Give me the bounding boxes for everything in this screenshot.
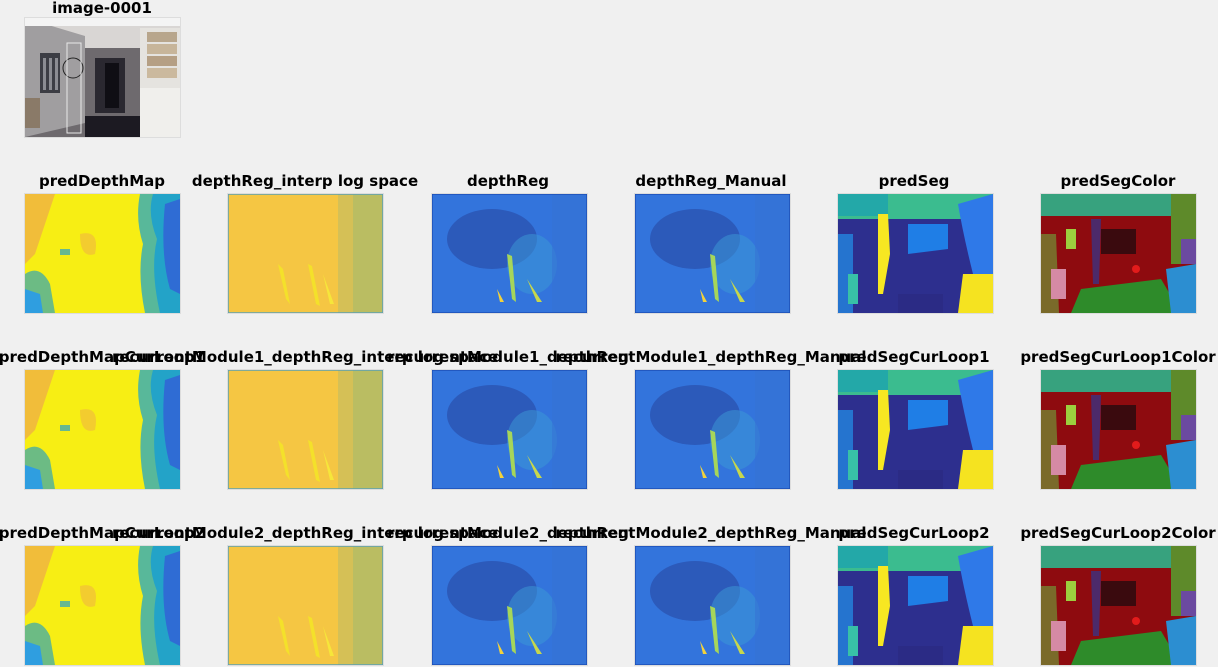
panel-image-predSegCurLoop1Color <box>1040 369 1197 490</box>
panel-title-predSegCurLoop1Color: predSegCurLoop1Color <box>1020 348 1216 366</box>
panel-title-predSegCurLoop2: predSegCurLoop2 <box>838 524 990 542</box>
panel-title-predSegCurLoop2Color: predSegCurLoop2Color <box>1020 524 1216 542</box>
panel-image-depthReg_interp <box>227 193 384 314</box>
panel-graphic-depthReg_interp <box>228 194 383 313</box>
panel-image-recurrentModule1_depthReg_Manual <box>634 369 791 490</box>
panel-title-depthReg_Manual: depthReg_Manual <box>635 172 787 190</box>
panel-image-predSegCurLoop1 <box>837 369 994 490</box>
panel-image-depthReg <box>431 193 588 314</box>
panel-image-predDepthMap <box>24 193 181 314</box>
panel-graphic-predSegCurLoop2Color <box>1041 546 1196 665</box>
panel-graphic-predSegColor <box>1041 194 1196 313</box>
panel-graphic-predSegCurLoop1 <box>838 370 993 489</box>
panel-title-recurrentModule1_depthReg: recurrentModule1_depthReg <box>387 348 629 366</box>
panel-image-predSeg <box>837 193 994 314</box>
panel-graphic-recurrentModule1_depthReg_Manual <box>635 370 790 489</box>
panel-title-predSegCurLoop1: predSegCurLoop1 <box>838 348 990 366</box>
panel-image-predSegColor <box>1040 193 1197 314</box>
panel-title-predDepthMapCurLoop2: predDepthMapCurLoop2 <box>0 524 206 542</box>
panel-image-predDepthMapCurLoop2 <box>24 545 181 666</box>
panel-graphic-recurrentModule2_depthReg_Manual <box>635 546 790 665</box>
panel-image-recurrentModule1_depthReg_interp <box>227 369 384 490</box>
panel-graphic-predSegCurLoop2 <box>838 546 993 665</box>
panel-graphic-predSegCurLoop1Color <box>1041 370 1196 489</box>
panel-title-predSegColor: predSegColor <box>1060 172 1176 190</box>
panel-image-predSegCurLoop2Color <box>1040 545 1197 666</box>
panel-image-predSegCurLoop2 <box>837 545 994 666</box>
panel-image-recurrentModule2_depthReg_interp <box>227 545 384 666</box>
panel-graphic-recurrentModule1_depthReg <box>432 370 587 489</box>
panel-image-predDepthMapCurLoop1 <box>24 369 181 490</box>
panel-image-recurrentModule2_depthReg_Manual <box>634 545 791 666</box>
panel-graphic-predSeg <box>838 194 993 313</box>
input-photo-graphic <box>25 18 180 137</box>
panel-title-predSeg: predSeg <box>878 172 950 190</box>
top-image-title: image-0001 <box>52 0 152 17</box>
panel-graphic-predDepthMapCurLoop2 <box>25 546 180 665</box>
panel-graphic-predDepthMapCurLoop1 <box>25 370 180 489</box>
panel-graphic-depthReg <box>432 194 587 313</box>
panel-graphic-recurrentModule2_depthReg <box>432 546 587 665</box>
panel-title-recurrentModule2_depthReg: recurrentModule2_depthReg <box>387 524 629 542</box>
panel-title-recurrentModule1_depthReg_interp: recurrentModule1_depthReg_interp log spa… <box>111 348 499 366</box>
panel-graphic-recurrentModule2_depthReg_interp <box>228 546 383 665</box>
input-photo <box>24 17 181 138</box>
panel-title-predDepthMapCurLoop1: predDepthMapCurLoop1 <box>0 348 206 366</box>
panel-title-recurrentModule2_depthReg_Manual: recurrentModule2_depthReg_Manual <box>555 524 867 542</box>
panel-graphic-recurrentModule1_depthReg_interp <box>228 370 383 489</box>
panel-graphic-predDepthMap <box>25 194 180 313</box>
panel-image-recurrentModule1_depthReg <box>431 369 588 490</box>
panel-title-depthReg_interp: depthReg_interp log space <box>191 172 419 190</box>
panel-title-predDepthMap: predDepthMap <box>38 172 166 190</box>
panel-graphic-depthReg_Manual <box>635 194 790 313</box>
panel-image-depthReg_Manual <box>634 193 791 314</box>
panel-title-recurrentModule1_depthReg_Manual: recurrentModule1_depthReg_Manual <box>555 348 867 366</box>
panel-title-depthReg: depthReg <box>467 172 549 190</box>
panel-title-recurrentModule2_depthReg_interp: recurrentModule2_depthReg_interp log spa… <box>111 524 499 542</box>
panel-image-recurrentModule2_depthReg <box>431 545 588 666</box>
